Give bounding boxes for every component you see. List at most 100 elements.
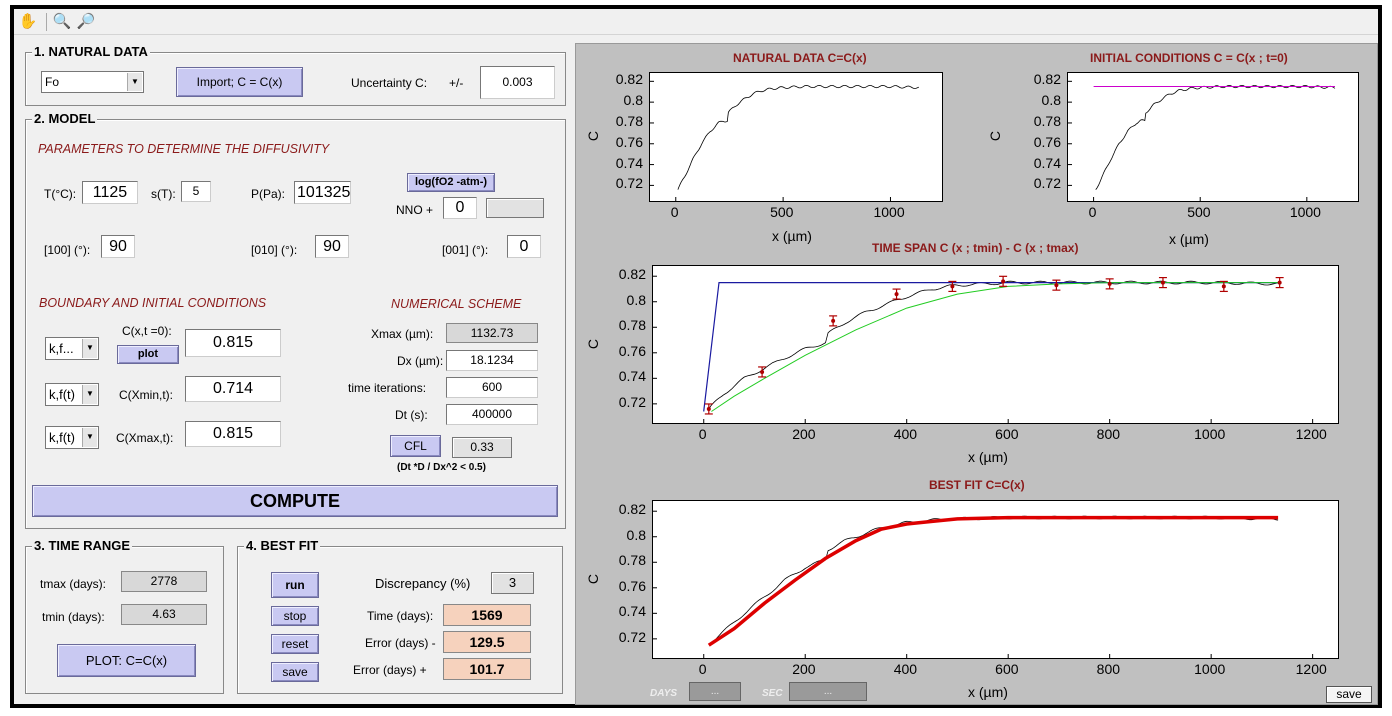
temperature-label: T(°C):	[44, 187, 77, 201]
chevron-down-icon: ▼	[82, 385, 97, 404]
nno-toggle-button[interactable]	[486, 198, 544, 218]
pressure-input[interactable]: 101325	[294, 181, 351, 204]
cmin-input[interactable]: 0.714	[185, 376, 281, 402]
time-days-value: 1569	[443, 604, 531, 626]
x-tick-label: 1200	[1295, 426, 1327, 442]
x-tick-label: 800	[1096, 426, 1121, 442]
y-tick-label: 0.74	[618, 368, 646, 385]
time-range-panel: 3. TIME RANGE tmax (days): 2778 tmin (da…	[25, 539, 224, 694]
x-tick-label: 1000	[873, 204, 905, 220]
cmax-input[interactable]: 0.815	[185, 421, 281, 447]
reset-button[interactable]: reset	[271, 634, 319, 654]
uncertainty-input[interactable]: 0.003	[480, 66, 555, 99]
save-fit-button[interactable]: save	[271, 662, 319, 682]
y-tick-label: 0.76	[615, 133, 643, 150]
y-tick-label: 0.72	[618, 393, 646, 410]
numerical-scheme-header: NUMERICAL SCHEME	[391, 297, 522, 311]
element-value: Fo	[45, 75, 60, 89]
nno-input[interactable]: 0	[443, 197, 477, 219]
cmax-type-select[interactable]: k,f(t) ▼	[45, 426, 99, 449]
sigma-t-label: s(T):	[151, 187, 176, 201]
sigma-t-input[interactable]: 5	[181, 181, 211, 202]
dt-label: Dt (s):	[395, 408, 428, 422]
days-field[interactable]: ...	[689, 682, 741, 701]
axis-010-input[interactable]: 90	[315, 235, 349, 258]
initial-condition-type-select[interactable]: k,f... ▼	[45, 337, 99, 360]
y-tick-label: 0.72	[618, 628, 646, 645]
error-bar-point	[999, 275, 1008, 287]
nno-label: NNO +	[396, 203, 434, 217]
save-plot-button[interactable]: save	[1326, 686, 1372, 703]
x-tick-label: 1000	[1289, 204, 1321, 220]
dt-input[interactable]: 400000	[446, 404, 538, 425]
dx-label: Dx (µm):	[397, 354, 444, 368]
model-title: 2. MODEL	[32, 111, 98, 126]
sec-field[interactable]: ...	[789, 682, 867, 701]
error-bar-point	[704, 403, 713, 415]
natural-data-chart[interactable]	[649, 72, 943, 202]
error-bar-point	[1158, 276, 1167, 289]
time-days-label: Time (days):	[367, 609, 434, 623]
plots-area: NATURAL DATA C=C(x) C x (µm) INITIAL CON…	[575, 43, 1378, 705]
diffusivity-header: PARAMETERS TO DETERMINE THE DIFFUSIVITY	[38, 142, 330, 156]
plot-initial-button[interactable]: plot	[117, 345, 179, 364]
tmin-value: 4.63	[121, 604, 207, 625]
pressure-label: P(Pa):	[251, 187, 286, 201]
model-panel: 2. MODEL PARAMETERS TO DETERMINE THE DIF…	[25, 112, 566, 529]
y-tick-label: 0.78	[618, 317, 646, 334]
cmax-type-value: k,f(t)	[49, 430, 75, 445]
axis-001-input[interactable]: 0	[507, 235, 541, 258]
x-tick-label: 1000	[1194, 426, 1226, 442]
y-tick-label: 0.72	[1033, 175, 1061, 192]
dx-input[interactable]: 18.1234	[446, 350, 538, 371]
y-tick-label: 0.78	[1033, 112, 1061, 129]
import-button[interactable]: Import; C = C(x)	[176, 67, 303, 97]
element-select[interactable]: Fo ▼	[41, 71, 144, 93]
chevron-down-icon: ▼	[127, 73, 142, 91]
initial-condition-input[interactable]: 0.815	[185, 329, 281, 357]
time-range-title: 3. TIME RANGE	[32, 538, 133, 553]
best-fit-chart[interactable]	[652, 500, 1339, 659]
series-line-0	[677, 84, 919, 190]
cmax-label: C(Xmax,t):	[116, 431, 174, 445]
error-minus-value: 129.5	[443, 631, 531, 653]
x-tick-label: 200	[792, 661, 816, 677]
error-bar-point	[1052, 279, 1061, 291]
best-fit-plot-title: BEST FIT C=C(x)	[929, 478, 1025, 492]
best-fit-ylabel: C	[585, 573, 602, 585]
plot-c-button[interactable]: PLOT: C=C(x)	[57, 644, 196, 677]
y-tick-label: 0.82	[1033, 71, 1061, 88]
time-iterations-label: time iterations:	[348, 381, 427, 395]
series-line-2	[711, 282, 1279, 412]
compute-button[interactable]: COMPUTE	[32, 485, 558, 517]
error-minus-label: Error (days) -	[365, 636, 436, 650]
x-tick-label: 600	[995, 661, 1019, 677]
zoom-out-icon[interactable]: 🔎	[76, 13, 96, 30]
series-line-0	[708, 280, 1279, 410]
run-button[interactable]: run	[271, 572, 319, 598]
tmin-label: tmin (days):	[42, 610, 105, 624]
pan-hand-icon[interactable]: ✋	[18, 13, 38, 30]
time-span-chart[interactable]	[652, 265, 1339, 424]
x-tick-label: 500	[770, 204, 794, 220]
x-tick-label: 1200	[1295, 661, 1327, 677]
temperature-input[interactable]: 1125	[82, 181, 138, 204]
series-line-1	[707, 515, 1279, 647]
cfl-button[interactable]: CFL	[390, 435, 441, 457]
axis-010-label: [010] (°):	[251, 243, 298, 257]
y-tick-label: 0.74	[1033, 154, 1061, 171]
axis-100-input[interactable]: 90	[101, 235, 135, 258]
initial-conditions-chart[interactable]	[1067, 72, 1359, 202]
stop-button[interactable]: stop	[271, 606, 319, 626]
cmin-type-select[interactable]: k,f(t) ▼	[45, 383, 99, 406]
log-fo2-button[interactable]: log(fO2 -atm-)	[407, 173, 495, 192]
discrepancy-value: 3	[491, 572, 534, 594]
boundary-conditions-header: BOUNDARY AND INITIAL CONDITIONS	[39, 296, 267, 310]
chevron-down-icon: ▼	[82, 428, 97, 447]
zoom-in-icon[interactable]: 🔍	[52, 13, 72, 30]
error-bar-point	[892, 288, 901, 300]
plus-minus-label: +/-	[449, 76, 464, 90]
x-tick-label: 0	[698, 426, 707, 442]
time-iterations-input[interactable]: 600	[446, 377, 538, 398]
cmin-type-value: k,f(t)	[49, 387, 75, 402]
